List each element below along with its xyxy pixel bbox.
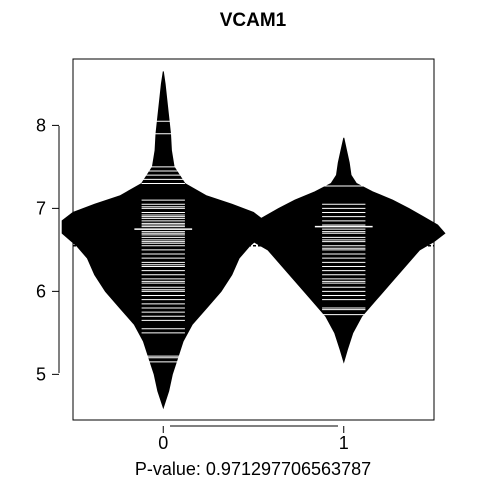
x-axis-label: P-value: 0.971297706563787 <box>135 459 371 479</box>
x-tick-label: 0 <box>158 433 168 453</box>
y-tick-label: 6 <box>36 281 46 301</box>
bean-0 <box>61 71 265 410</box>
plot-frame <box>72 58 435 421</box>
y-tick-label: 5 <box>36 364 46 384</box>
beans-layer <box>61 71 446 410</box>
y-tick-label: 8 <box>36 115 46 135</box>
y-tick-label: 7 <box>36 198 46 218</box>
bean-1 <box>241 137 446 364</box>
chart-title: VCAM1 <box>220 10 287 31</box>
y-axis: 5 6 7 8 <box>36 115 60 384</box>
x-tick-label: 1 <box>339 433 349 453</box>
